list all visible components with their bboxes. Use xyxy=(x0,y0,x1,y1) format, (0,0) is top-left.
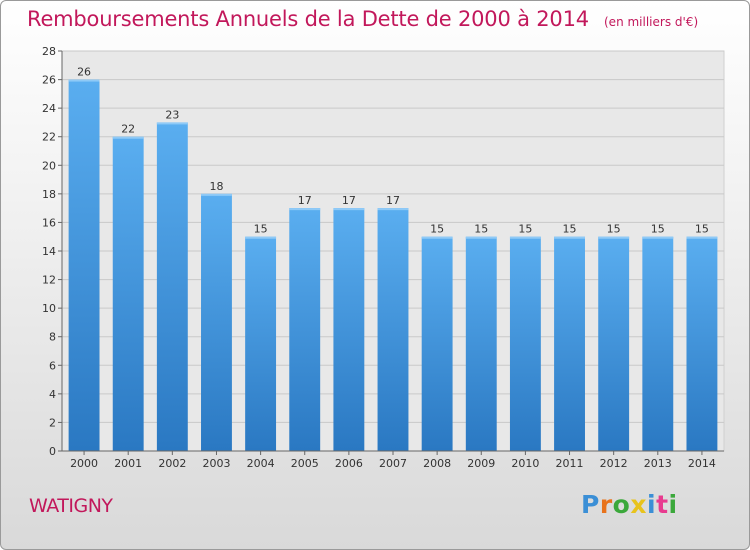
x-tick-label: 2010 xyxy=(511,457,539,470)
x-tick-label: 2013 xyxy=(644,457,672,470)
bar-2009 xyxy=(465,236,497,451)
logo-letter: o xyxy=(612,490,631,519)
bar-2000 xyxy=(68,79,100,452)
y-tick-label: 0 xyxy=(49,445,56,458)
logo-letter: i xyxy=(647,490,657,519)
x-tick-label: 2005 xyxy=(291,457,319,470)
data-label-2010: 15 xyxy=(518,223,532,236)
y-tick-label: 28 xyxy=(42,45,56,58)
x-tick-label: 2011 xyxy=(556,457,584,470)
x-tick-label: 2006 xyxy=(335,457,363,470)
x-tick-label: 2009 xyxy=(467,457,495,470)
bar-2007 xyxy=(377,208,409,451)
bar-2002 xyxy=(156,122,188,451)
data-label-2013: 15 xyxy=(651,223,665,236)
bar-top-2005 xyxy=(289,208,321,211)
bar-2005 xyxy=(289,208,321,451)
y-tick-label: 16 xyxy=(42,216,56,229)
bar-2011 xyxy=(554,236,585,451)
bar-2010 xyxy=(509,236,541,451)
bar-top-2013 xyxy=(642,236,674,239)
data-label-2001: 22 xyxy=(121,123,135,136)
bar-top-2012 xyxy=(598,236,630,239)
bar-2012 xyxy=(598,236,630,451)
bar-top-2004 xyxy=(245,236,277,239)
x-tick-label: 2014 xyxy=(688,457,716,470)
x-tick-labels: 2000 2001 2002 2003 2004 2005 2006 2007 2008 2009… xyxy=(70,451,716,470)
bar-top-2011 xyxy=(554,236,585,239)
bar-top-2001 xyxy=(112,136,144,139)
y-tick-label: 20 xyxy=(42,159,56,172)
bar-2003 xyxy=(201,193,232,451)
y-tick-label: 22 xyxy=(42,131,56,144)
logo-letter: t xyxy=(656,490,669,519)
x-tick-label: 2002 xyxy=(158,457,186,470)
bar-top-2014 xyxy=(686,236,718,239)
bar-top-2006 xyxy=(333,208,365,211)
data-label-2007: 17 xyxy=(386,194,400,207)
bar-top-2002 xyxy=(156,122,188,125)
bar-2008 xyxy=(421,236,453,451)
x-tick-label: 2000 xyxy=(70,457,98,470)
data-label-2014: 15 xyxy=(695,223,709,236)
bar-top-2007 xyxy=(377,208,409,211)
y-tick-label: 26 xyxy=(42,74,56,87)
data-label-2003: 18 xyxy=(209,180,223,193)
data-label-2000: 26 xyxy=(77,66,91,79)
data-label-2006: 17 xyxy=(342,194,356,207)
chart-title: Remboursements Annuels de la Dette de 20… xyxy=(27,7,589,31)
y-tick-label: 18 xyxy=(42,188,56,201)
logo-letter: r xyxy=(599,490,613,519)
y-tick-label: 24 xyxy=(42,102,56,115)
x-tick-label: 2001 xyxy=(114,457,142,470)
bar-2001 xyxy=(112,136,144,451)
logo-letter: x xyxy=(630,490,647,519)
bar-top-2008 xyxy=(421,236,453,239)
chart-subtitle: (en milliers d'€) xyxy=(604,15,699,29)
y-tick-label: 2 xyxy=(49,416,56,429)
x-tick-label: 2003 xyxy=(202,457,230,470)
y-tick-label: 8 xyxy=(49,331,56,344)
title-line: Remboursements Annuels de la Dette de 20… xyxy=(27,7,698,31)
y-tick-label: 12 xyxy=(42,274,56,287)
x-tick-label: 2008 xyxy=(423,457,451,470)
y-tick-label: 4 xyxy=(49,388,56,401)
logo-letter: P xyxy=(581,490,600,519)
bar-2013 xyxy=(642,236,674,451)
bar-top-2010 xyxy=(509,236,541,239)
bars: 26 22 23 18 15 17 17 17 15 15 15 15 15 15 15 xyxy=(68,66,718,452)
x-tick-label: 2007 xyxy=(379,457,407,470)
data-label-2005: 17 xyxy=(298,194,312,207)
x-tick-label: 2012 xyxy=(600,457,628,470)
bar-2014 xyxy=(686,236,718,451)
x-tick-label: 2004 xyxy=(247,457,275,470)
data-label-2012: 15 xyxy=(607,223,621,236)
bar-2004 xyxy=(245,236,277,451)
bar-top-2003 xyxy=(201,193,232,196)
bar-2006 xyxy=(333,208,365,451)
bar-top-2000 xyxy=(68,79,100,82)
data-label-2008: 15 xyxy=(430,223,444,236)
commune-name: WATIGNY xyxy=(29,495,113,517)
data-label-2011: 15 xyxy=(563,223,577,236)
bar-top-2009 xyxy=(465,236,497,239)
data-label-2002: 23 xyxy=(165,108,179,121)
y-tick-label: 14 xyxy=(42,245,56,258)
y-tick-label: 10 xyxy=(42,302,56,315)
logo-letter: i xyxy=(668,490,678,519)
y-tick-label: 6 xyxy=(49,359,56,372)
data-label-2004: 15 xyxy=(254,223,268,236)
data-label-2009: 15 xyxy=(474,223,488,236)
proxiti-logo: Proxiti xyxy=(581,490,678,519)
